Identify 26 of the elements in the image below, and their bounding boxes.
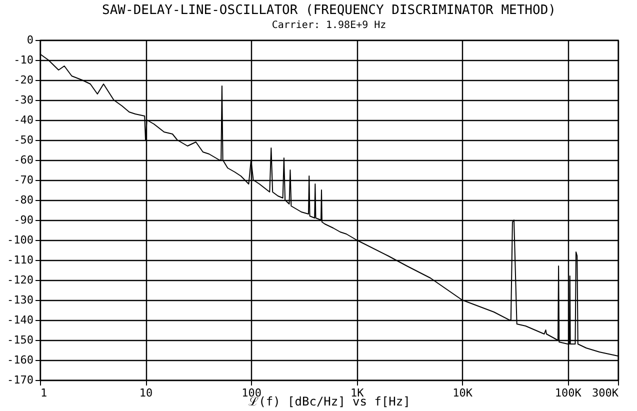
y-tick-label: -90 — [14, 214, 34, 226]
y-tick-label: -110 — [7, 254, 34, 266]
y-tick-label: -120 — [7, 274, 34, 286]
y-tick-label: -80 — [14, 194, 34, 206]
y-tick-label: -10 — [14, 54, 34, 66]
y-tick-label: -30 — [14, 94, 34, 106]
y-tick-label: -50 — [14, 134, 34, 146]
y-tick-label: -20 — [14, 74, 34, 86]
x-tick-label: 1 — [40, 386, 48, 400]
y-tick-label: -40 — [14, 114, 34, 126]
y-tick-label: -100 — [7, 234, 34, 246]
chart-subtitle: Carrier: 1.98E+9 Hz — [272, 20, 386, 31]
y-tick-label: -150 — [7, 334, 34, 346]
x-tick-label: 1K — [350, 386, 364, 400]
y-tick-label: 0 — [26, 34, 34, 46]
x-tick-label: 300K — [592, 386, 619, 400]
y-tick-label: -160 — [7, 354, 34, 366]
y-tick-label: -70 — [14, 174, 34, 186]
x-tick-label: 100K — [554, 386, 582, 400]
y-tick-label: -140 — [7, 314, 34, 326]
x-tick-label: 10K — [452, 386, 473, 400]
y-tick-label: -60 — [14, 154, 34, 166]
chart-title: SAW-DELAY-LINE-OSCILLATOR (FREQUENCY DISCRIMINATOR METHOD) — [102, 3, 556, 18]
y-tick-label: -170 — [7, 374, 34, 386]
x-tick-label: 10 — [139, 386, 153, 400]
y-tick-label: -130 — [7, 294, 34, 306]
